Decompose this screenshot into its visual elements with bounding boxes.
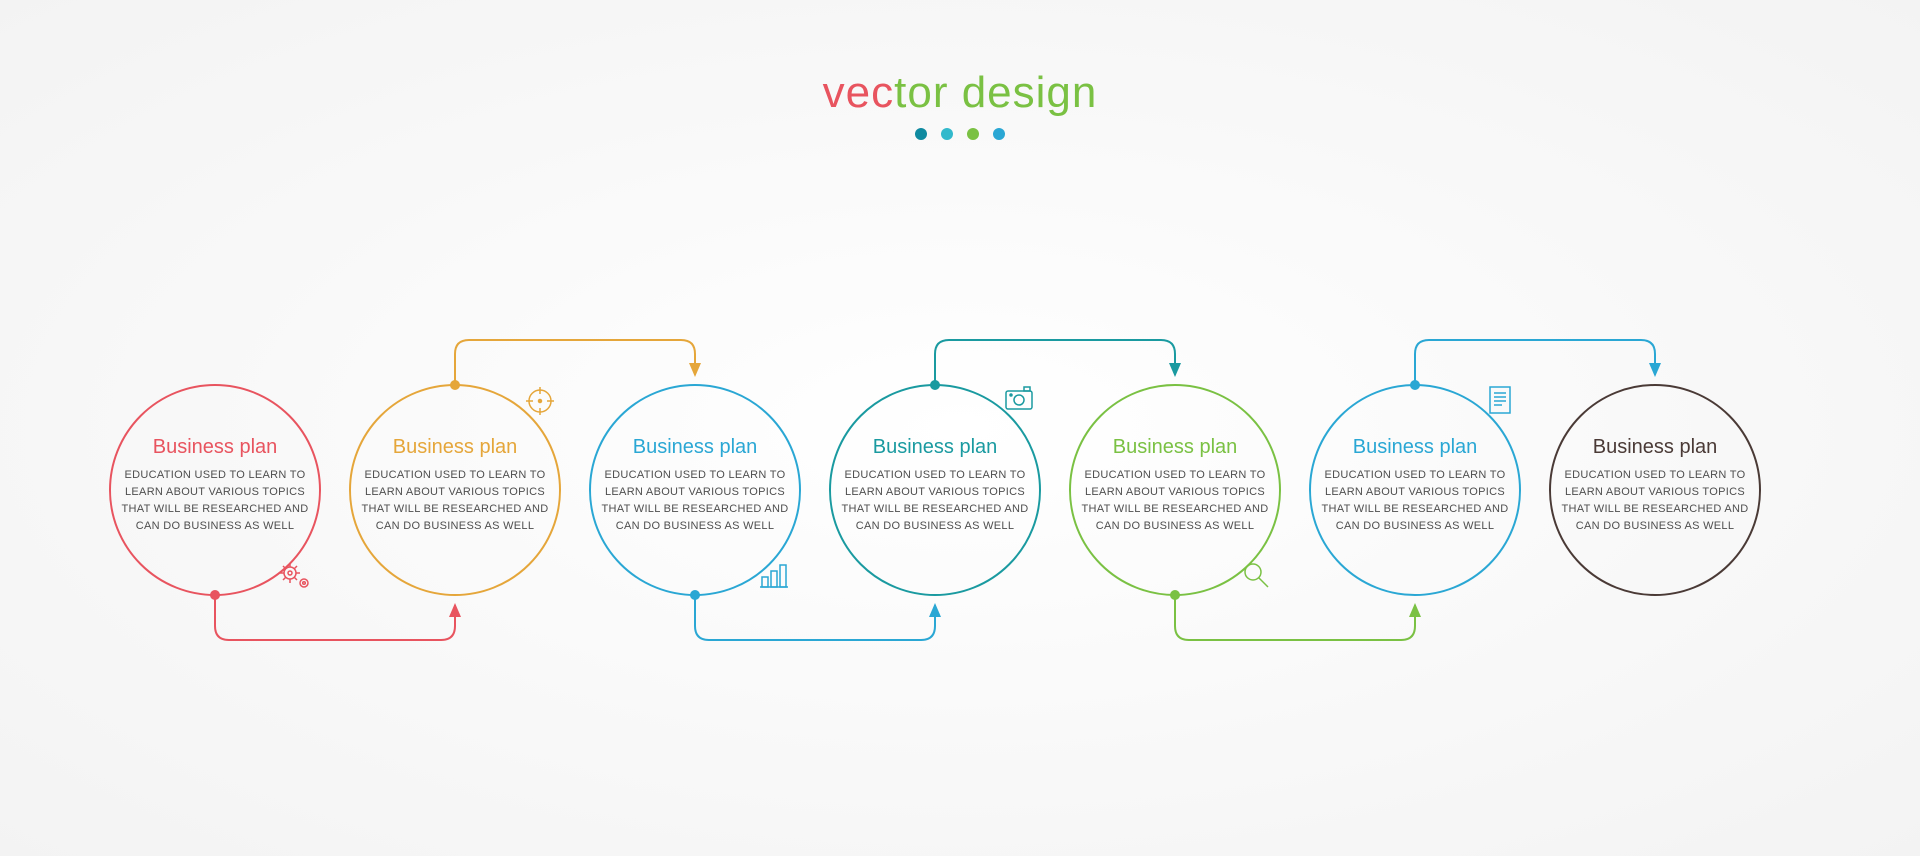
- step-body: EDUCATION USED TO LEARN TO LEARN ABOUT V…: [835, 467, 1035, 535]
- step-heading: Business plan: [835, 436, 1035, 459]
- step-node: Business plan EDUCATION USED TO LEARN TO …: [835, 436, 1035, 535]
- title-word-1: vec: [823, 68, 894, 117]
- title-word-2: tor design: [894, 68, 1097, 117]
- gears-icon: [280, 563, 308, 587]
- step-heading: Business plan: [1315, 436, 1515, 459]
- title-dot: [993, 128, 1005, 140]
- step-node: Business plan EDUCATION USED TO LEARN TO …: [355, 436, 555, 535]
- step-node: Business plan EDUCATION USED TO LEARN TO …: [115, 436, 315, 535]
- magnifier-icon: [1245, 564, 1268, 587]
- title-dots: [915, 128, 1005, 140]
- camera-icon: [1006, 387, 1032, 409]
- step-heading: Business plan: [595, 436, 795, 459]
- step-body: EDUCATION USED TO LEARN TO LEARN ABOUT V…: [1315, 467, 1515, 535]
- step-body: EDUCATION USED TO LEARN TO LEARN ABOUT V…: [595, 467, 795, 535]
- step-body: EDUCATION USED TO LEARN TO LEARN ABOUT V…: [115, 467, 315, 535]
- step-body: EDUCATION USED TO LEARN TO LEARN ABOUT V…: [355, 467, 555, 535]
- step-heading: Business plan: [1555, 436, 1755, 459]
- step-heading: Business plan: [115, 436, 315, 459]
- step-heading: Business plan: [1075, 436, 1275, 459]
- step-body: EDUCATION USED TO LEARN TO LEARN ABOUT V…: [1555, 467, 1755, 535]
- step-heading: Business plan: [355, 436, 555, 459]
- infographic-canvas: { "canvas": { "width": 1920, "height": 8…: [0, 0, 1920, 856]
- page-title: vector design: [823, 68, 1098, 118]
- title-dot: [941, 128, 953, 140]
- step-node: Business plan EDUCATION USED TO LEARN TO …: [1555, 436, 1755, 535]
- document-icon: [1490, 387, 1510, 413]
- step-node: Business plan EDUCATION USED TO LEARN TO …: [1315, 436, 1515, 535]
- step-node: Business plan EDUCATION USED TO LEARN TO …: [595, 436, 795, 535]
- step-body: EDUCATION USED TO LEARN TO LEARN ABOUT V…: [1075, 467, 1275, 535]
- bar-chart-icon: [760, 565, 788, 587]
- title-dot: [967, 128, 979, 140]
- title-dot: [915, 128, 927, 140]
- target-icon: [526, 387, 554, 415]
- step-node: Business plan EDUCATION USED TO LEARN TO …: [1075, 436, 1275, 535]
